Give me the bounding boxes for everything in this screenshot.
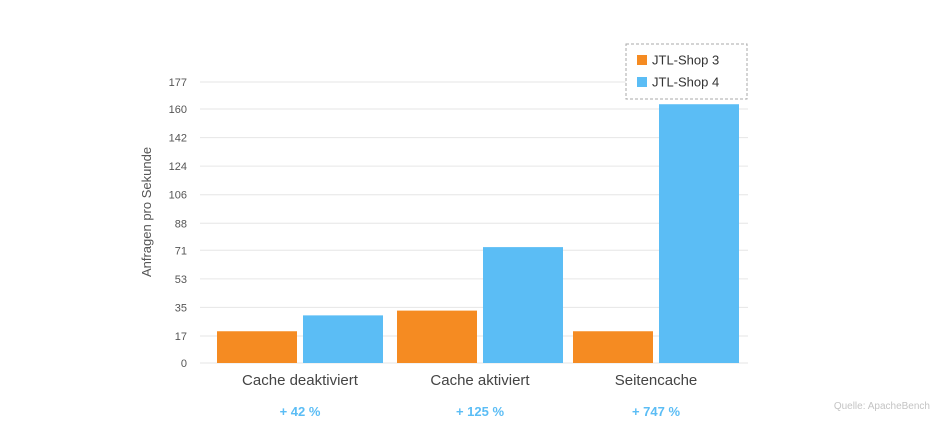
y-tick-label: 0 xyxy=(181,358,187,370)
bar-jtl-shop-3 xyxy=(217,331,297,363)
improvement-label: + 747 % xyxy=(632,404,681,419)
legend-label: JTL-Shop 4 xyxy=(652,75,719,90)
legend-label: JTL-Shop 3 xyxy=(652,53,719,68)
y-tick-label: 106 xyxy=(169,190,187,202)
bar-jtl-shop-4 xyxy=(659,104,739,364)
legend: JTL-Shop 3 JTL-Shop 4 xyxy=(625,43,748,100)
y-tick-label: 177 xyxy=(169,77,187,89)
y-axis-label: Anfragen pro Sekunde xyxy=(139,147,154,277)
x-category-label: Cache aktiviert xyxy=(430,372,530,389)
y-tick-label: 35 xyxy=(175,302,187,314)
y-tick-label: 53 xyxy=(175,274,187,286)
y-tick-label: 17 xyxy=(175,331,187,343)
y-tick-label: 71 xyxy=(175,245,187,257)
legend-swatch xyxy=(637,77,647,87)
x-axis-categories: Cache deaktiviert Cache aktiviert Seitenca… xyxy=(242,372,697,389)
legend-swatch xyxy=(637,55,647,65)
improvement-label: + 125 % xyxy=(456,404,505,419)
legend-box xyxy=(625,43,748,100)
y-tick-label: 124 xyxy=(169,161,187,173)
bar-jtl-shop-3 xyxy=(573,331,653,363)
y-tick-label: 142 xyxy=(169,133,187,145)
y-axis-ticks: 0 17 35 53 71 88 106 124 142 160 177 xyxy=(169,77,187,370)
x-category-label: Cache deaktiviert xyxy=(242,372,359,389)
bar-jtl-shop-4 xyxy=(303,315,383,363)
x-category-label: Seitencache xyxy=(615,372,698,389)
y-tick-label: 160 xyxy=(169,104,187,116)
bar-jtl-shop-3 xyxy=(397,310,477,363)
bars xyxy=(217,104,739,364)
improvement-labels: + 42 % + 125 % + 747 % xyxy=(280,404,681,419)
source-note: Quelle: ApacheBench xyxy=(834,401,930,412)
y-tick-label: 88 xyxy=(175,218,187,230)
improvement-label: + 42 % xyxy=(280,404,321,419)
bar-jtl-shop-4 xyxy=(483,247,563,363)
